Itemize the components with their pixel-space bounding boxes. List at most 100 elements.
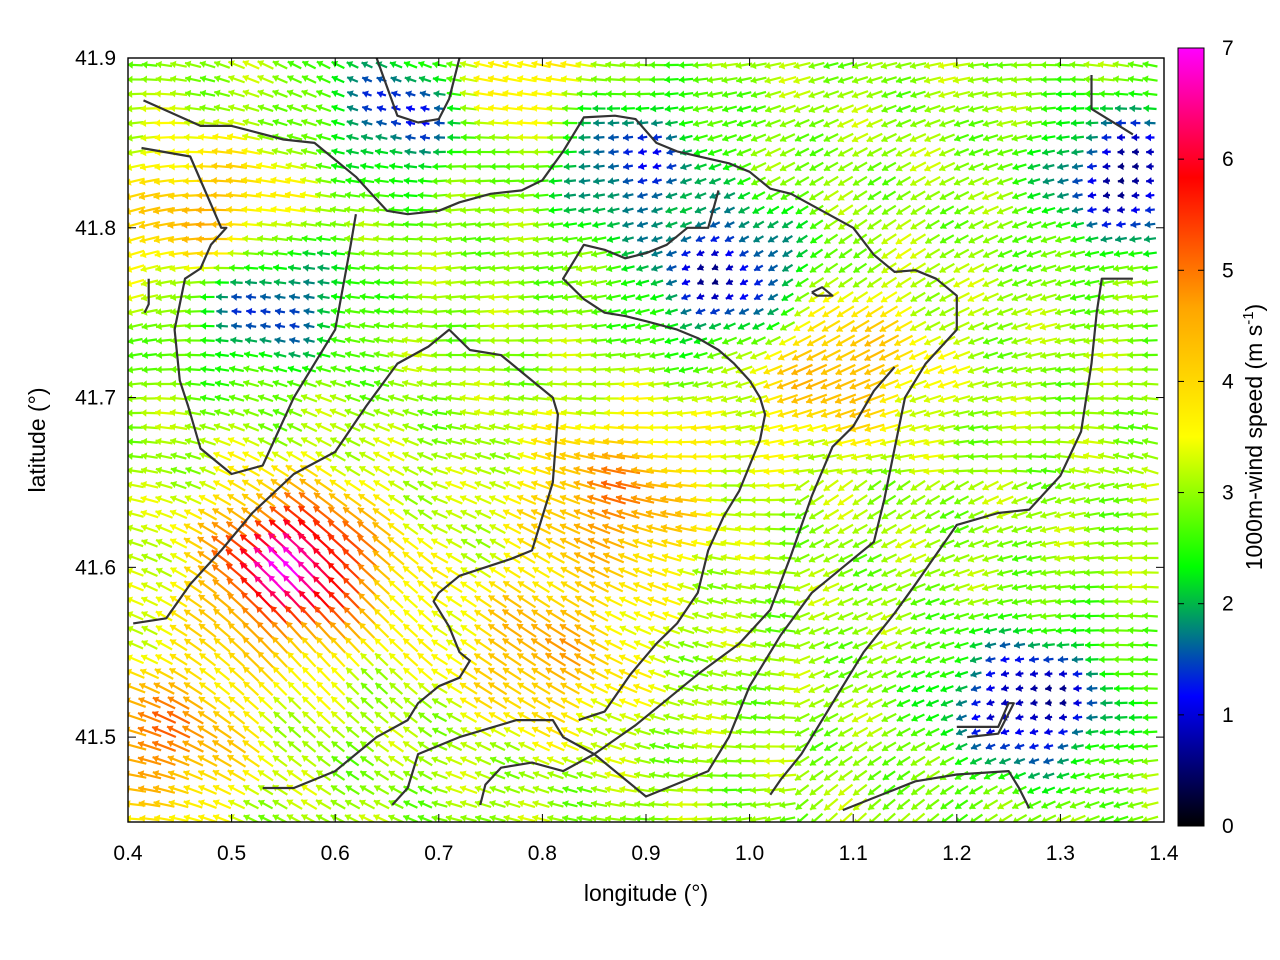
wind-arrow xyxy=(272,379,288,388)
wind-arrow xyxy=(185,322,201,330)
wind-arrow xyxy=(489,148,506,156)
wind-arrow xyxy=(181,725,205,739)
wind-arrow xyxy=(226,739,247,754)
wind-arrow xyxy=(198,637,217,653)
wind-arrow xyxy=(128,366,143,374)
wind-arrow xyxy=(359,336,375,344)
wind-arrow xyxy=(274,307,286,316)
wind-arrow xyxy=(502,104,522,112)
colorbar-tick-label: 5 xyxy=(1222,259,1234,282)
wind-arrow xyxy=(227,451,246,462)
wind-arrow xyxy=(245,322,257,330)
wind-arrow xyxy=(430,538,449,549)
wind-arrow xyxy=(546,104,565,113)
wind-arrow xyxy=(345,770,360,781)
wind-arrow xyxy=(531,422,551,431)
wind-arrow xyxy=(360,148,374,156)
wind-arrow xyxy=(183,580,203,594)
wind-arrow xyxy=(156,351,172,359)
wind-arrow xyxy=(374,293,389,301)
wind-arrow xyxy=(431,639,448,651)
wind-arrow xyxy=(243,264,259,272)
wind-arrow xyxy=(243,350,259,359)
wind-arrow xyxy=(200,394,215,402)
wind-arrow xyxy=(344,465,361,477)
wind-arrow xyxy=(169,394,188,403)
wind-arrow xyxy=(330,681,346,696)
wind-arrow xyxy=(345,652,360,667)
wind-arrow xyxy=(212,754,232,768)
wind-arrow xyxy=(300,422,318,433)
wind-arrow xyxy=(215,278,229,287)
wind-arrow xyxy=(283,491,306,509)
wind-arrow xyxy=(405,133,416,142)
wind-arrow xyxy=(299,191,319,199)
wind-arrow xyxy=(228,379,245,388)
wind-arrow xyxy=(287,264,302,272)
wind-arrow xyxy=(128,409,144,417)
wind-arrow xyxy=(184,495,202,505)
wind-arrow xyxy=(488,423,507,431)
wind-arrow xyxy=(489,133,506,142)
wind-arrow xyxy=(169,437,188,446)
wind-arrow xyxy=(387,408,405,417)
wind-arrow xyxy=(357,563,377,582)
wind-arrow xyxy=(316,740,331,753)
wind-arrow xyxy=(405,105,416,113)
wind-arrow xyxy=(331,118,345,127)
wind-arrow xyxy=(460,235,477,244)
wind-arrow xyxy=(489,466,506,475)
wind-arrow xyxy=(446,162,462,171)
wind-arrow xyxy=(316,710,331,725)
wind-arrow xyxy=(546,119,565,127)
wind-arrow xyxy=(532,307,550,316)
wind-arrow xyxy=(298,491,320,509)
wind-arrow xyxy=(198,623,217,638)
wind-arrow xyxy=(155,75,173,83)
wind-arrow xyxy=(447,104,461,113)
colorbar-tick-label: 4 xyxy=(1222,370,1234,393)
wind-arrow xyxy=(167,755,190,767)
wind-arrow xyxy=(200,293,215,301)
wind-arrow xyxy=(211,549,233,567)
wind-arrow xyxy=(532,250,550,258)
wind-arrow xyxy=(185,351,201,359)
wind-arrow xyxy=(402,494,419,506)
wind-arrow xyxy=(373,394,390,402)
wind-arrow xyxy=(183,608,203,624)
wind-arrow xyxy=(241,147,261,155)
wind-arrow xyxy=(387,336,405,344)
wind-arrow xyxy=(359,770,375,781)
wind-arrow xyxy=(155,264,173,273)
wind-arrow xyxy=(460,104,477,112)
wind-arrow xyxy=(416,379,434,388)
wind-arrow xyxy=(212,133,232,141)
wind-arrow xyxy=(475,264,491,273)
wind-arrow xyxy=(388,785,404,795)
wind-arrow xyxy=(199,667,216,681)
wind-arrow xyxy=(546,89,565,98)
wind-arrow xyxy=(446,60,462,69)
wind-arrow xyxy=(545,60,566,69)
wind-arrow xyxy=(432,60,447,69)
wind-arrow xyxy=(473,60,493,69)
wind-arrow xyxy=(199,408,216,417)
wind-arrow xyxy=(257,799,274,810)
wind-arrow xyxy=(342,520,363,538)
wind-arrow xyxy=(169,538,188,549)
wind-arrow xyxy=(374,162,389,171)
wind-arrow xyxy=(225,162,248,170)
wind-arrow xyxy=(128,509,144,518)
wind-arrow xyxy=(358,465,376,477)
wind-arrow xyxy=(374,696,389,710)
wind-arrow xyxy=(358,249,376,258)
wind-arrow xyxy=(517,75,536,83)
wind-arrow xyxy=(242,695,260,711)
wind-arrow xyxy=(460,206,477,215)
wind-arrow xyxy=(387,451,405,462)
wind-arrow xyxy=(155,538,173,549)
wind-arrow xyxy=(344,379,361,388)
wind-arrow xyxy=(516,594,537,609)
wind-arrow xyxy=(345,725,360,739)
wind-arrow xyxy=(460,538,477,549)
